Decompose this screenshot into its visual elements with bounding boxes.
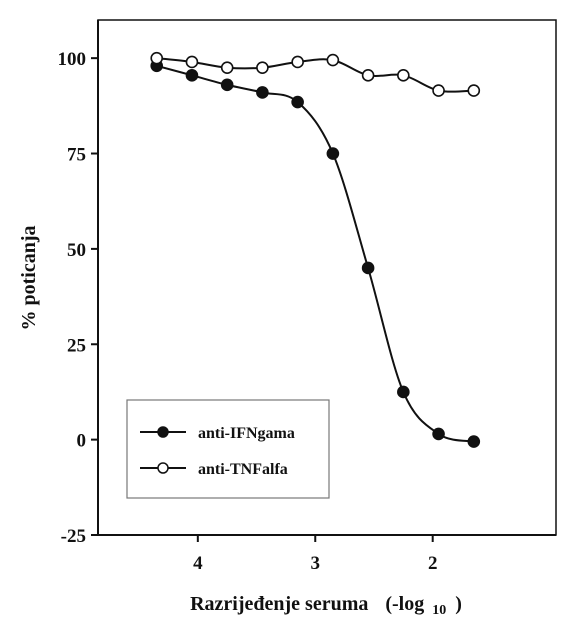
data-point-anti-tnfalfa <box>185 55 199 69</box>
series-line-anti-tnfalfa <box>156 57 474 93</box>
data-point-anti-tnfalfa <box>467 84 481 97</box>
data-point-anti-ifngama <box>256 86 269 99</box>
legend-label-anti-tnfalfa: anti-TNFalfa <box>198 461 288 478</box>
legend-label-anti-ifngama: anti-IFNgama <box>198 425 295 442</box>
x-tick-label: 3 <box>311 553 321 574</box>
y-tick-label: 100 <box>58 49 87 70</box>
data-point-anti-tnfalfa <box>256 61 269 74</box>
x-axis-label-subscript: 10 <box>432 603 446 617</box>
legend-marker-anti-ifngama <box>157 426 169 438</box>
x-axis-label-main: Razrijeđenje seruma <box>190 593 368 615</box>
y-tick-label: 75 <box>67 145 86 166</box>
series-layer <box>150 51 481 448</box>
x-ticks: 4 3 2 <box>193 535 437 574</box>
y-tick-label: 50 <box>67 240 86 261</box>
x-tick-label: 2 <box>428 553 438 574</box>
data-point-anti-ifngama <box>185 69 199 82</box>
x-axis-label-suffix: (-log <box>385 593 424 615</box>
data-point-anti-ifngama <box>291 95 304 109</box>
x-axis-label: Razrijeđenje seruma (-log 10 ) <box>190 593 462 617</box>
data-point-anti-ifngama <box>397 385 410 399</box>
legend: anti-IFNgama anti-TNFalfa <box>126 399 330 499</box>
y-tick-label: 25 <box>67 335 86 356</box>
legend-marker-anti-tnfalfa <box>157 462 169 474</box>
data-point-anti-tnfalfa <box>361 69 375 82</box>
data-point-anti-ifngama <box>361 261 375 275</box>
series-anti-tnfalfa <box>150 51 481 97</box>
data-point-anti-ifngama <box>220 78 234 92</box>
y-axis-label: % poticanja <box>18 226 40 331</box>
data-point-anti-ifngama <box>467 435 481 448</box>
data-point-anti-ifngama <box>326 147 340 160</box>
data-point-anti-ifngama <box>432 427 445 441</box>
y-tick-label: -25 <box>61 526 86 547</box>
x-tick-label: 4 <box>193 553 203 574</box>
legend-box <box>126 399 330 499</box>
data-point-anti-tnfalfa <box>150 51 164 65</box>
series-line-anti-ifngama <box>156 64 474 443</box>
x-axis-label-close: ) <box>455 593 462 615</box>
series-anti-ifngama <box>150 59 481 448</box>
y-ticks: -25 0 25 50 75 100 <box>58 49 98 547</box>
data-point-anti-tnfalfa <box>397 69 410 82</box>
data-point-anti-tnfalfa <box>220 61 234 74</box>
data-point-anti-tnfalfa <box>291 55 304 69</box>
y-tick-label: 0 <box>77 431 87 452</box>
data-point-anti-tnfalfa <box>432 84 445 97</box>
data-point-anti-tnfalfa <box>326 53 340 67</box>
